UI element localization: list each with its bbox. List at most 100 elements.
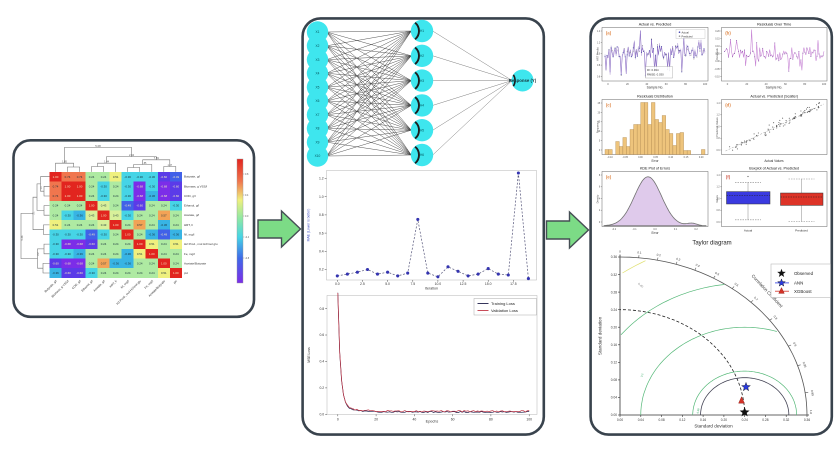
svg-text:80: 80 [684, 82, 687, 86]
svg-text:Actual vs. Predicted (Scatter): Actual vs. Predicted (Scatter) [750, 95, 798, 99]
svg-text:0: 0 [599, 222, 601, 224]
svg-text:0.10: 0.10 [715, 46, 720, 48]
svg-text:0.20: 0.20 [715, 31, 720, 33]
svg-text:0.99: 0.99 [810, 390, 815, 397]
svg-text:25: 25 [598, 103, 601, 105]
svg-text:-0.36: -0.36 [76, 252, 83, 256]
svg-text:1.2: 1.2 [716, 187, 720, 189]
svg-text:0.9: 0.9 [792, 342, 798, 348]
svg-text:5.08: 5.08 [95, 144, 101, 148]
svg-text:1.0: 1.0 [716, 126, 720, 128]
svg-text:NI, mg/l: NI, mg/l [184, 233, 195, 237]
svg-text:0.1: 0.1 [637, 250, 642, 254]
svg-text:1.2: 1.2 [597, 42, 601, 44]
svg-text:0.08: 0.08 [658, 418, 664, 422]
svg-text:Density: Density [596, 194, 600, 203]
svg-text:-0.30: -0.30 [52, 233, 59, 237]
svg-text:12.5: 12.5 [460, 282, 467, 286]
svg-text:0.24: 0.24 [137, 213, 143, 217]
svg-text:20: 20 [374, 417, 378, 421]
svg-text:0.36: 0.36 [611, 255, 617, 259]
svg-text:(d): (d) [725, 103, 731, 108]
svg-text:0.24: 0.24 [89, 175, 95, 179]
svg-text:0.32: 0.32 [611, 273, 617, 277]
svg-text:1.2: 1.2 [319, 177, 324, 181]
svg-text:1.85: 1.85 [62, 161, 67, 164]
svg-text:0.24: 0.24 [149, 213, 155, 217]
svg-text:80: 80 [803, 82, 806, 86]
svg-text:0.74: 0.74 [65, 175, 71, 179]
svg-text:8: 8 [599, 175, 601, 177]
svg-text:Residuals Distribution: Residuals Distribution [637, 95, 673, 99]
svg-text:100: 100 [526, 417, 532, 421]
svg-text:-0.60: -0.60 [64, 271, 71, 275]
svg-text:Predicted Values: Predicted Values [715, 117, 719, 137]
svg-text:-0.30: -0.30 [124, 184, 131, 188]
svg-text:-0.4: -0.4 [245, 236, 250, 239]
svg-text:-0.60: -0.60 [88, 242, 95, 246]
svg-text:-0.60: -0.60 [161, 175, 168, 179]
svg-text:0.24: 0.24 [149, 204, 155, 208]
svg-text:0.8: 0.8 [319, 307, 324, 311]
svg-text:-0.1: -0.1 [632, 228, 637, 231]
svg-text:0.28: 0.28 [611, 290, 617, 294]
svg-text:1.00: 1.00 [65, 194, 71, 198]
svg-text:1.00: 1.00 [125, 233, 131, 237]
svg-text:1.4: 1.4 [597, 31, 601, 33]
svg-text:Iteration: Iteration [425, 286, 438, 290]
svg-text:0.24: 0.24 [113, 204, 119, 208]
svg-text:1.00: 1.00 [89, 204, 95, 208]
svg-text:0.24: 0.24 [173, 262, 179, 266]
svg-text:0.2: 0.2 [319, 386, 324, 390]
svg-text:1.4: 1.4 [716, 175, 720, 177]
svg-text:H2: H2 [420, 54, 424, 58]
svg-text:0.08: 0.08 [696, 407, 701, 413]
svg-text:0: 0 [337, 417, 339, 421]
svg-text:-0.68: -0.68 [64, 242, 71, 246]
svg-text:0.43: 0.43 [113, 213, 119, 217]
svg-text:(e): (e) [606, 175, 612, 180]
svg-text:Actual: Actual [682, 30, 690, 34]
svg-text:X5: X5 [316, 85, 320, 89]
svg-text:0: 0 [619, 250, 621, 254]
svg-text:0.00: 0.00 [611, 413, 617, 417]
svg-text:-0.30: -0.30 [64, 233, 71, 237]
svg-text:X6: X6 [316, 99, 320, 103]
svg-text:Fe, mg/l: Fe, mg/l [144, 279, 155, 290]
svg-text:Predicted: Predicted [795, 229, 808, 233]
svg-text:X8: X8 [316, 127, 320, 131]
svg-text:0.24: 0.24 [149, 262, 155, 266]
svg-text:-0.05: -0.05 [714, 69, 720, 71]
svg-text:0.24: 0.24 [101, 175, 107, 179]
svg-text:-0.30: -0.30 [88, 271, 95, 275]
svg-text:-0.60: -0.60 [52, 262, 59, 266]
svg-text:0.57: 0.57 [101, 262, 107, 266]
svg-text:-0.30: -0.30 [124, 175, 131, 179]
svg-text:-0.10: -0.10 [607, 156, 613, 159]
svg-text:-0.30: -0.30 [100, 233, 107, 237]
svg-text:-0.30: -0.30 [136, 175, 143, 179]
svg-text:Residuals: Residuals [715, 48, 719, 60]
svg-text:X2: X2 [316, 44, 320, 48]
svg-text:0.43: 0.43 [89, 213, 95, 217]
svg-text:0.20: 0.20 [721, 418, 727, 422]
svg-text:3.1: 3.1 [34, 211, 36, 215]
svg-text:10.0: 10.0 [435, 282, 442, 286]
svg-text:0.24: 0.24 [137, 271, 143, 275]
svg-text:-0.49: -0.49 [88, 233, 95, 237]
svg-text:10: 10 [598, 131, 601, 133]
svg-text:0.24: 0.24 [113, 271, 119, 275]
svg-text:0.32: 0.32 [783, 418, 789, 422]
svg-text:0.15: 0.15 [715, 39, 720, 41]
svg-text:Actual vs. Predicted: Actual vs. Predicted [639, 23, 672, 27]
svg-text:-0.30: -0.30 [64, 213, 71, 217]
svg-text:HRT, h: HRT, h [109, 279, 119, 289]
svg-text:Actual: Actual [744, 229, 753, 233]
svg-text:0.24: 0.24 [113, 242, 119, 246]
svg-text:1.44: 1.44 [104, 161, 109, 164]
svg-text:2.2: 2.2 [38, 252, 40, 256]
svg-text:-0.30: -0.30 [149, 184, 156, 188]
svg-text:-0.68: -0.68 [76, 262, 83, 266]
svg-text:0.24: 0.24 [173, 252, 179, 256]
svg-text:0.51: 0.51 [113, 175, 119, 179]
